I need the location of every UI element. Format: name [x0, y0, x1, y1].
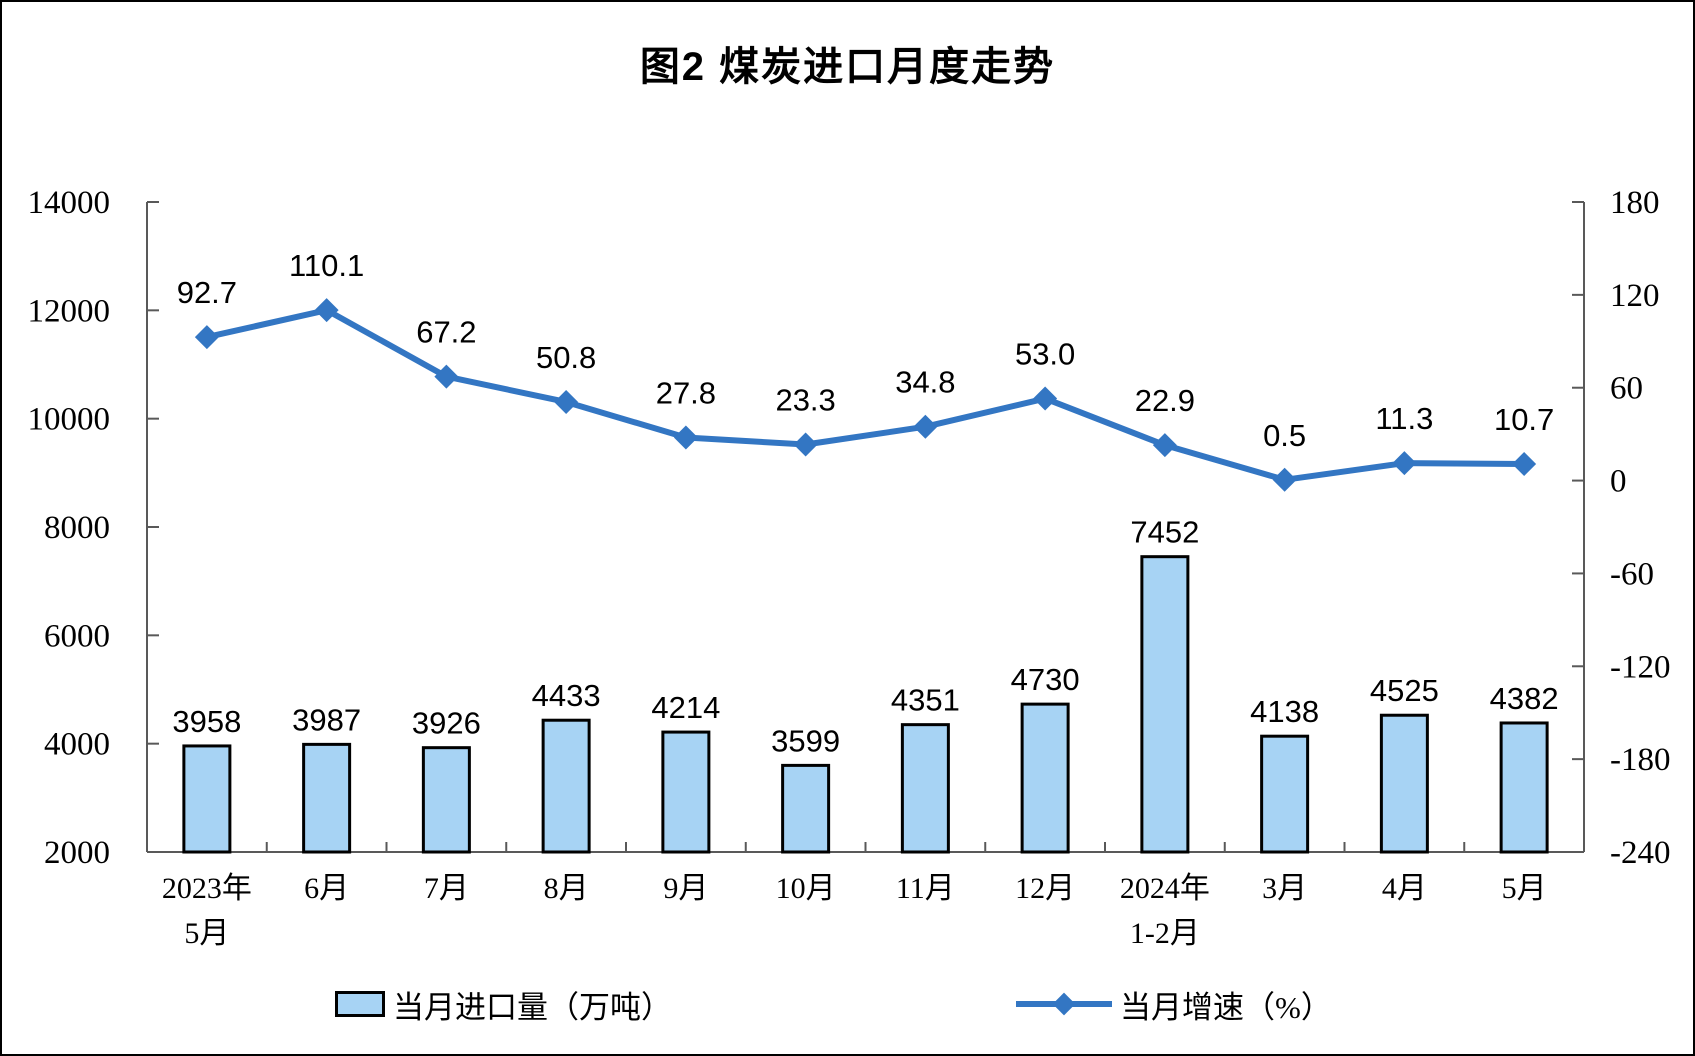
bar-series-legend-label: 当月进口量（万吨） — [393, 989, 672, 1025]
x-category-label: 1-2月 — [1130, 917, 1200, 950]
x-category-label: 5月 — [1502, 872, 1547, 905]
bar-value-label: 7452 — [1130, 515, 1199, 550]
right-axis-tick-label: -180 — [1610, 742, 1671, 778]
line-marker-diamond — [1152, 433, 1177, 458]
left-axis-tick-label: 4000 — [44, 727, 110, 763]
left-axis-tick-label: 12000 — [28, 293, 111, 329]
bar-value-label: 4214 — [651, 690, 720, 725]
x-category-label: 3月 — [1262, 872, 1307, 905]
x-category-label: 2024年 — [1120, 872, 1210, 905]
line-value-label: 23.3 — [775, 383, 835, 418]
x-category-label: 10月 — [776, 872, 836, 905]
right-axis-tick-label: 180 — [1610, 185, 1660, 221]
right-axis-tick-label: -120 — [1610, 649, 1671, 685]
bar — [1140, 555, 1190, 854]
line-value-label: 27.8 — [656, 376, 716, 411]
x-category-label: 9月 — [663, 872, 708, 905]
bar — [1260, 734, 1310, 854]
line-marker-diamond — [1272, 467, 1297, 492]
bar — [1020, 702, 1070, 854]
bar-value-label: 3599 — [771, 723, 840, 758]
growth-line — [203, 307, 1528, 483]
right-axis-tick-label: 0 — [1610, 464, 1627, 500]
line-marker-diamond — [1392, 451, 1417, 476]
line-marker-diamond — [434, 364, 459, 389]
bar — [541, 718, 591, 854]
line-value-label: 11.3 — [1375, 401, 1433, 436]
x-category-label: 2023年 — [162, 872, 252, 905]
line-value-label: 10.7 — [1494, 402, 1554, 437]
line-marker-diamond — [314, 298, 339, 323]
line-value-label: 53.0 — [1015, 337, 1075, 372]
x-category-label: 7月 — [424, 872, 469, 905]
x-category-label: 12月 — [1015, 872, 1075, 905]
x-category-label: 6月 — [304, 872, 349, 905]
left-axis-tick-label: 14000 — [28, 185, 111, 221]
line-value-label: 110.1 — [289, 248, 364, 283]
line-marker-diamond — [673, 425, 698, 450]
line-marker-diamond — [793, 432, 818, 457]
line-value-label: 0.5 — [1263, 418, 1306, 453]
bar — [1499, 721, 1549, 854]
bar-value-label: 4138 — [1250, 694, 1319, 729]
bar — [421, 746, 471, 854]
bar-value-label: 3958 — [172, 704, 241, 739]
line-series-swatch-icon — [1016, 992, 1112, 1016]
bar — [182, 744, 232, 854]
bar — [1379, 713, 1429, 854]
line-value-label: 92.7 — [177, 275, 237, 310]
bar — [781, 763, 831, 854]
x-category-label: 4月 — [1382, 872, 1427, 905]
x-category-label: 5月 — [184, 917, 229, 950]
line-marker-diamond — [194, 325, 219, 350]
legend: 当月进口量（万吨） 当月增速（%） — [2, 980, 1693, 1028]
left-axis-tick-label: 10000 — [28, 402, 111, 438]
bar — [302, 742, 352, 854]
bar — [900, 723, 950, 854]
line-value-label: 67.2 — [416, 315, 476, 350]
bar-series-swatch-icon — [335, 991, 385, 1017]
bar-value-label: 3926 — [412, 706, 481, 741]
line-marker-diamond — [913, 414, 938, 439]
line-value-label: 34.8 — [895, 365, 955, 400]
chart-title: 图2 煤炭进口月度走势 — [639, 45, 1056, 89]
right-axis-tick-label: 120 — [1610, 278, 1660, 314]
right-axis-tick-label: -60 — [1610, 556, 1654, 592]
x-category-label: 11月 — [896, 872, 955, 905]
line-series-legend-label: 当月增速（%） — [1120, 989, 1332, 1025]
left-axis-tick-label: 2000 — [44, 835, 110, 871]
line-value-label: 50.8 — [536, 340, 596, 375]
right-axis-tick-label: 60 — [1610, 371, 1643, 407]
line-value-label: 22.9 — [1135, 383, 1195, 418]
line-marker-diamond — [1033, 386, 1058, 411]
legend-item-line-series: 当月增速（%） — [1016, 980, 1332, 1028]
bar-value-label: 4351 — [891, 683, 960, 718]
bar-value-label: 4382 — [1490, 681, 1559, 716]
right-axis-tick-label: -240 — [1610, 835, 1671, 871]
legend-item-bar-series: 当月进口量（万吨） — [335, 980, 672, 1028]
bar — [661, 730, 711, 854]
left-axis-tick-label: 8000 — [44, 510, 110, 546]
x-category-label: 8月 — [544, 872, 589, 905]
line-marker-diamond — [1512, 452, 1537, 477]
bar-value-label: 4525 — [1370, 673, 1439, 708]
bar-value-label: 4730 — [1011, 662, 1080, 697]
line-swatch-diamond-icon — [1052, 992, 1076, 1016]
bar-value-label: 3987 — [292, 702, 361, 737]
bar-value-label: 4433 — [532, 678, 601, 713]
left-axis-tick-label: 6000 — [44, 618, 110, 654]
line-marker-diamond — [554, 389, 579, 414]
